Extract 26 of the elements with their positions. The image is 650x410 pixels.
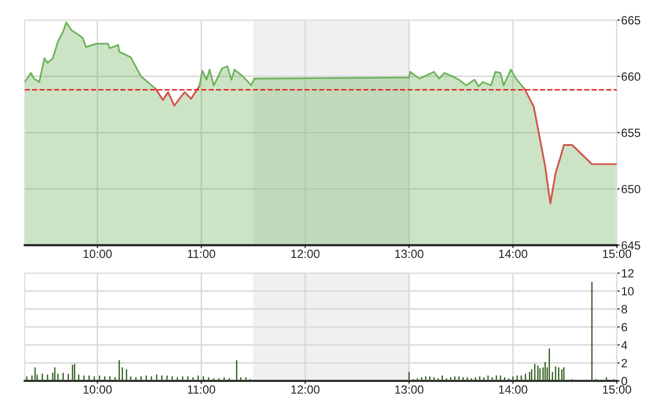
x-tick-label: 11:00 xyxy=(188,250,216,258)
y-tick-label: 2 xyxy=(622,358,627,368)
y-tick-label: 660 xyxy=(622,72,640,81)
line-series xyxy=(154,86,200,106)
x-tick-label: 14:00 xyxy=(499,385,528,394)
x-tick-label: 10:00 xyxy=(84,385,112,394)
y-tick-label: 650 xyxy=(622,184,640,194)
x-tick-label: 13:00 xyxy=(395,385,424,394)
line-series xyxy=(524,88,617,204)
x-tick-label: 14:00 xyxy=(499,250,528,258)
y-tick-label: 10 xyxy=(622,287,634,296)
y-tick-label: 4 xyxy=(621,341,628,350)
y-tick-label: 12 xyxy=(622,269,634,278)
x-tick-label: 13:00 xyxy=(395,250,424,258)
x-tick-label: 10:00 xyxy=(84,250,112,258)
y-tick-label: 8 xyxy=(622,305,628,314)
x-tick-label: 12:00 xyxy=(291,250,320,258)
x-tick-label: 11:00 xyxy=(188,385,216,394)
y-tick-label: 665 xyxy=(622,16,640,24)
x-tick-label: 12:00 xyxy=(291,385,320,394)
x-tick-label: 15:00 xyxy=(602,385,632,394)
y-tick-label: 6 xyxy=(622,323,628,332)
x-tick-label: 15:00 xyxy=(602,250,632,258)
y-tick-label: 645 xyxy=(622,241,640,250)
y-tick-label: 0 xyxy=(621,376,628,386)
y-tick-label: 655 xyxy=(622,128,640,138)
